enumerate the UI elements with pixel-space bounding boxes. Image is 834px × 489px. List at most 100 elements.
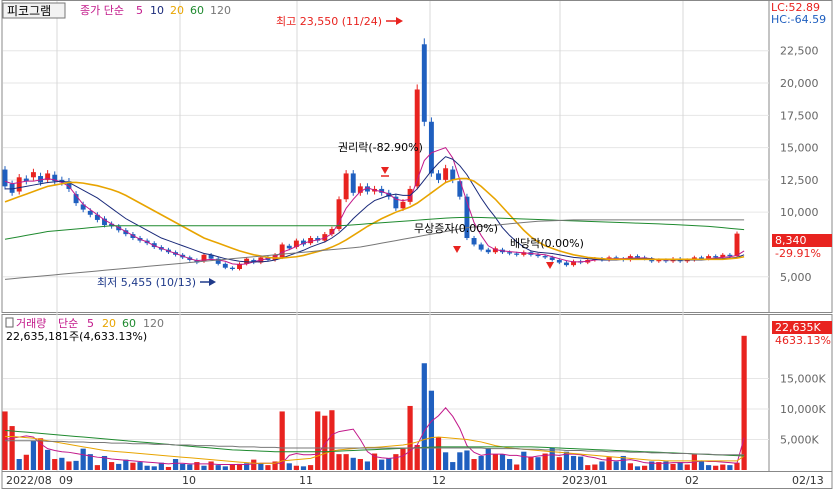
candle [52,174,58,182]
ma-legend-5: 5 [136,4,143,17]
volume-bar [606,457,612,470]
candle [329,228,335,235]
volume-bar [393,454,399,470]
candle [727,254,733,257]
volume-bar [108,462,115,470]
volume-bar [549,448,555,470]
current-volume-pct: 4633.13% [775,334,831,347]
volume-bar [464,450,470,470]
volume-bar [222,466,228,470]
candle [492,248,498,253]
x-tick-label: 02 [685,474,699,487]
volume-bar [400,448,406,470]
candle [656,259,662,262]
candle [73,194,79,204]
volume-bar [9,426,15,470]
volume-bar [23,454,29,470]
volume-bar [172,459,179,470]
candle [194,259,200,263]
volume-ma-line-60 [4,429,745,457]
candle [507,252,513,254]
ma-legend-60: 60 [190,4,204,17]
volume-info: 22,635,181주(4,633.13%) [6,330,147,343]
price-y-tick: 5,000 [780,271,812,284]
volume-bar [30,440,37,470]
candle [23,178,29,182]
candle [208,254,214,259]
volume-bar [371,453,378,470]
volume-bar [421,363,427,470]
candle [514,253,520,255]
candle [38,176,43,183]
price-panel-frame [1,0,770,313]
title-box[interactable] [2,2,66,19]
candle [436,173,441,180]
volume-y-tick: 10,000K [780,403,826,416]
ma-line-20 [4,177,745,261]
volume-legend-marker [5,317,14,328]
candle [443,168,449,180]
candle [364,186,370,192]
candle [130,234,136,239]
volume-bar [251,459,257,470]
volume-bar [627,463,634,470]
candle [30,172,36,178]
volume-legend-60: 60 [122,317,136,330]
candle [244,258,250,264]
volume-bar [194,462,200,470]
rights-annotation: 권리락(-82.90%) [338,141,423,154]
volume-bar [180,463,186,470]
volume-bar [229,464,236,470]
volume-bar [542,453,548,470]
candle [315,238,321,241]
candle [9,183,15,193]
candle [450,169,456,180]
candle [556,259,562,263]
volume-bar [59,457,65,470]
low-annotation: 최저 5,455 (10/13) [97,276,196,289]
candle [116,226,122,231]
candle [251,259,257,263]
volume-ma-line-20 [5,435,745,464]
candle [201,254,207,262]
ma-legend-120: 120 [210,4,231,17]
candle [734,233,740,257]
lc-label: LC:52.89 [771,1,820,14]
ma-legend-10: 10 [150,4,164,17]
current-volume: 22,635K [775,321,821,334]
volume-bar [357,459,363,470]
volume-bar [670,463,676,470]
candle [386,192,392,197]
x-tick-label: 2022/08 [6,474,52,487]
current-price: 8,340 [775,234,807,247]
hc-label: HC:-64.59 [771,13,826,26]
volume-bar [677,462,683,470]
dividend-marker [546,262,554,269]
volume-bar [307,465,314,470]
volume-bar [336,454,342,470]
volume-bar [585,465,591,470]
candle [478,244,484,250]
volume-bar [734,462,740,470]
volume-bar [450,462,456,470]
low-arrow-head [209,278,216,286]
volume-bar [73,460,79,470]
volume-bar [123,459,129,470]
candle [713,256,719,258]
volume-bar [684,464,690,470]
volume-bar [641,465,648,470]
volume-bar [528,456,534,470]
candle [308,238,314,244]
volume-bar [485,448,491,470]
volume-bar [471,459,477,470]
volume-y-tick: 5,000K [780,434,819,447]
volume-bar [265,465,271,470]
candle [322,234,328,241]
candle [229,267,235,270]
volume-bar [87,454,93,470]
volume-bar [201,465,207,470]
volume-bar [293,465,299,470]
candle [66,181,72,189]
volume-bar [599,461,605,470]
